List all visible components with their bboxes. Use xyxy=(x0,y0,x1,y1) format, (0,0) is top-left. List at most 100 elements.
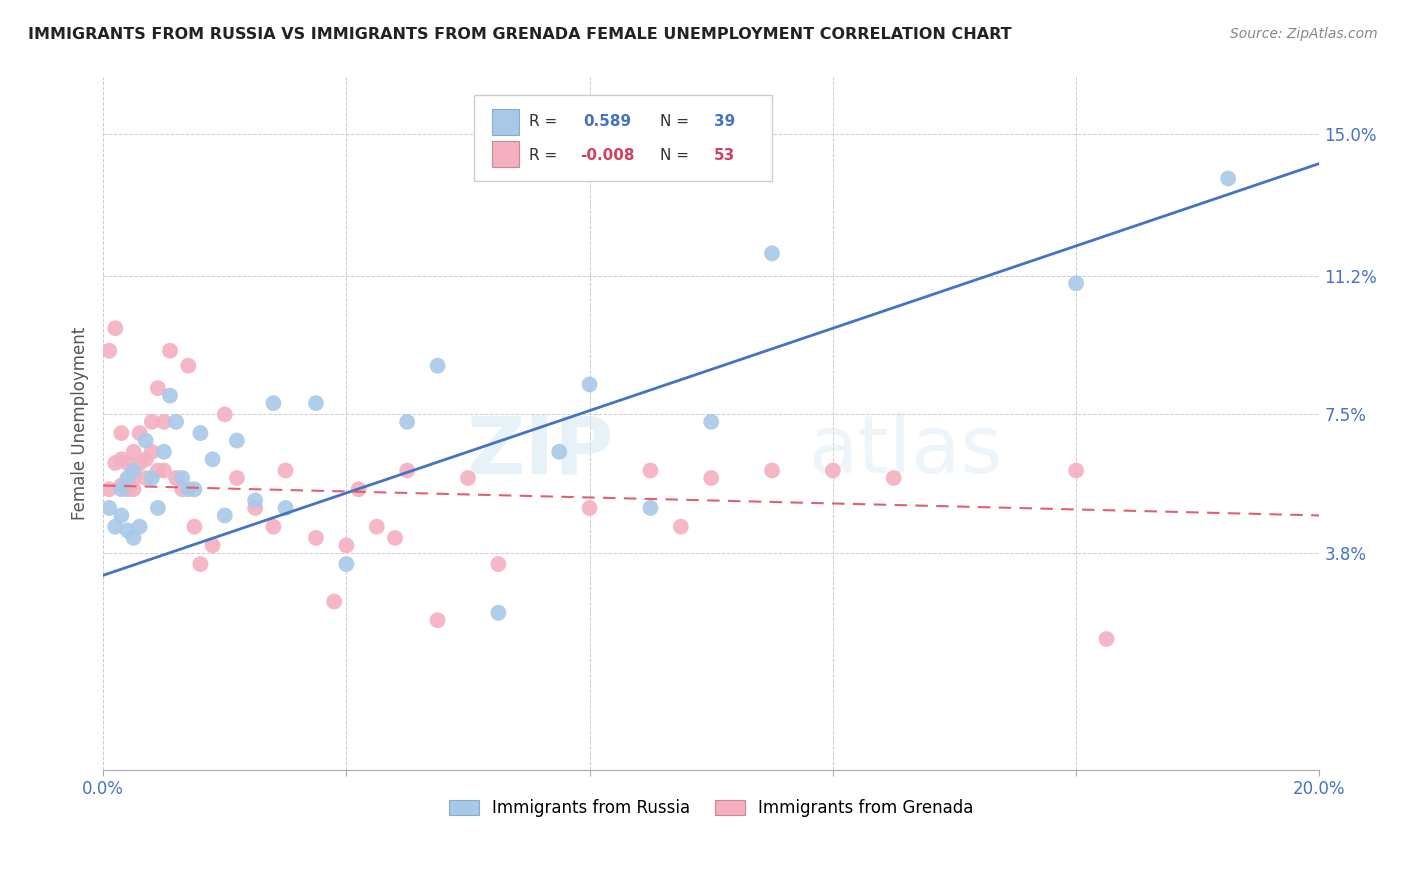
Text: ZIP: ZIP xyxy=(467,412,614,491)
Point xyxy=(190,557,212,571)
Point xyxy=(153,415,176,429)
Point xyxy=(486,557,509,571)
Point xyxy=(146,463,169,477)
Point xyxy=(384,531,406,545)
Point xyxy=(98,500,121,515)
Point xyxy=(243,493,266,508)
Point xyxy=(243,500,266,515)
Text: -0.008: -0.008 xyxy=(579,147,634,162)
Point xyxy=(578,377,600,392)
Point xyxy=(883,471,905,485)
Point xyxy=(335,538,357,552)
Point xyxy=(190,426,212,441)
Point xyxy=(305,531,328,545)
Point xyxy=(335,557,357,571)
Point xyxy=(135,452,157,467)
Point xyxy=(117,471,139,485)
Point xyxy=(1095,632,1118,646)
Point xyxy=(110,452,132,467)
Text: Source: ZipAtlas.com: Source: ZipAtlas.com xyxy=(1230,27,1378,41)
Point xyxy=(183,519,205,533)
Point xyxy=(128,519,150,533)
Point xyxy=(396,415,419,429)
Point xyxy=(183,482,205,496)
FancyBboxPatch shape xyxy=(474,95,772,181)
Legend: Immigrants from Russia, Immigrants from Grenada: Immigrants from Russia, Immigrants from … xyxy=(441,793,980,824)
Point xyxy=(1064,463,1087,477)
Point xyxy=(141,415,163,429)
Point xyxy=(366,519,388,533)
FancyBboxPatch shape xyxy=(492,109,519,135)
Point xyxy=(146,500,169,515)
Point xyxy=(128,456,150,470)
Point xyxy=(110,478,132,492)
Point xyxy=(225,434,247,448)
Point xyxy=(165,471,187,485)
Point xyxy=(426,613,449,627)
Point xyxy=(135,434,157,448)
Point xyxy=(225,471,247,485)
Point xyxy=(1216,171,1239,186)
Text: atlas: atlas xyxy=(808,412,1002,491)
Text: N =: N = xyxy=(661,113,689,128)
Point xyxy=(262,519,284,533)
Point xyxy=(323,594,346,608)
Point xyxy=(700,415,723,429)
Point xyxy=(135,471,157,485)
FancyBboxPatch shape xyxy=(492,141,519,168)
Point xyxy=(262,396,284,410)
Point xyxy=(110,508,132,523)
Point xyxy=(104,519,127,533)
Point xyxy=(486,606,509,620)
Point xyxy=(578,500,600,515)
Text: R =: R = xyxy=(529,147,557,162)
Point xyxy=(122,482,145,496)
Point xyxy=(172,471,194,485)
Point xyxy=(640,463,662,477)
Text: N =: N = xyxy=(661,147,689,162)
Point xyxy=(457,471,479,485)
Text: 53: 53 xyxy=(714,147,735,162)
Point xyxy=(1064,277,1087,291)
Text: R =: R = xyxy=(529,113,557,128)
Point xyxy=(201,538,224,552)
Point xyxy=(201,452,224,467)
Point xyxy=(153,444,176,458)
Point xyxy=(159,389,181,403)
Point xyxy=(177,359,200,373)
Point xyxy=(104,321,127,335)
Point xyxy=(821,463,844,477)
Point xyxy=(153,463,176,477)
Point xyxy=(761,246,783,260)
Point xyxy=(426,359,449,373)
Point xyxy=(761,463,783,477)
Point xyxy=(146,381,169,395)
Point xyxy=(141,444,163,458)
Point xyxy=(214,508,236,523)
Point xyxy=(117,456,139,470)
Point xyxy=(122,444,145,458)
Point xyxy=(214,408,236,422)
Text: IMMIGRANTS FROM RUSSIA VS IMMIGRANTS FROM GRENADA FEMALE UNEMPLOYMENT CORRELATIO: IMMIGRANTS FROM RUSSIA VS IMMIGRANTS FRO… xyxy=(28,27,1012,42)
Point xyxy=(669,519,692,533)
Point xyxy=(122,531,145,545)
Point xyxy=(548,444,571,458)
Point xyxy=(347,482,370,496)
Point xyxy=(141,471,163,485)
Point xyxy=(117,482,139,496)
Point xyxy=(177,482,200,496)
Point xyxy=(110,482,132,496)
Point xyxy=(128,426,150,441)
Text: 0.589: 0.589 xyxy=(583,113,631,128)
Point xyxy=(117,524,139,538)
Point xyxy=(110,426,132,441)
Point xyxy=(104,456,127,470)
Point xyxy=(159,343,181,358)
Point xyxy=(122,471,145,485)
Point xyxy=(274,500,297,515)
Y-axis label: Female Unemployment: Female Unemployment xyxy=(72,327,89,520)
Point xyxy=(305,396,328,410)
Point xyxy=(122,463,145,477)
Point xyxy=(274,463,297,477)
Point xyxy=(640,500,662,515)
